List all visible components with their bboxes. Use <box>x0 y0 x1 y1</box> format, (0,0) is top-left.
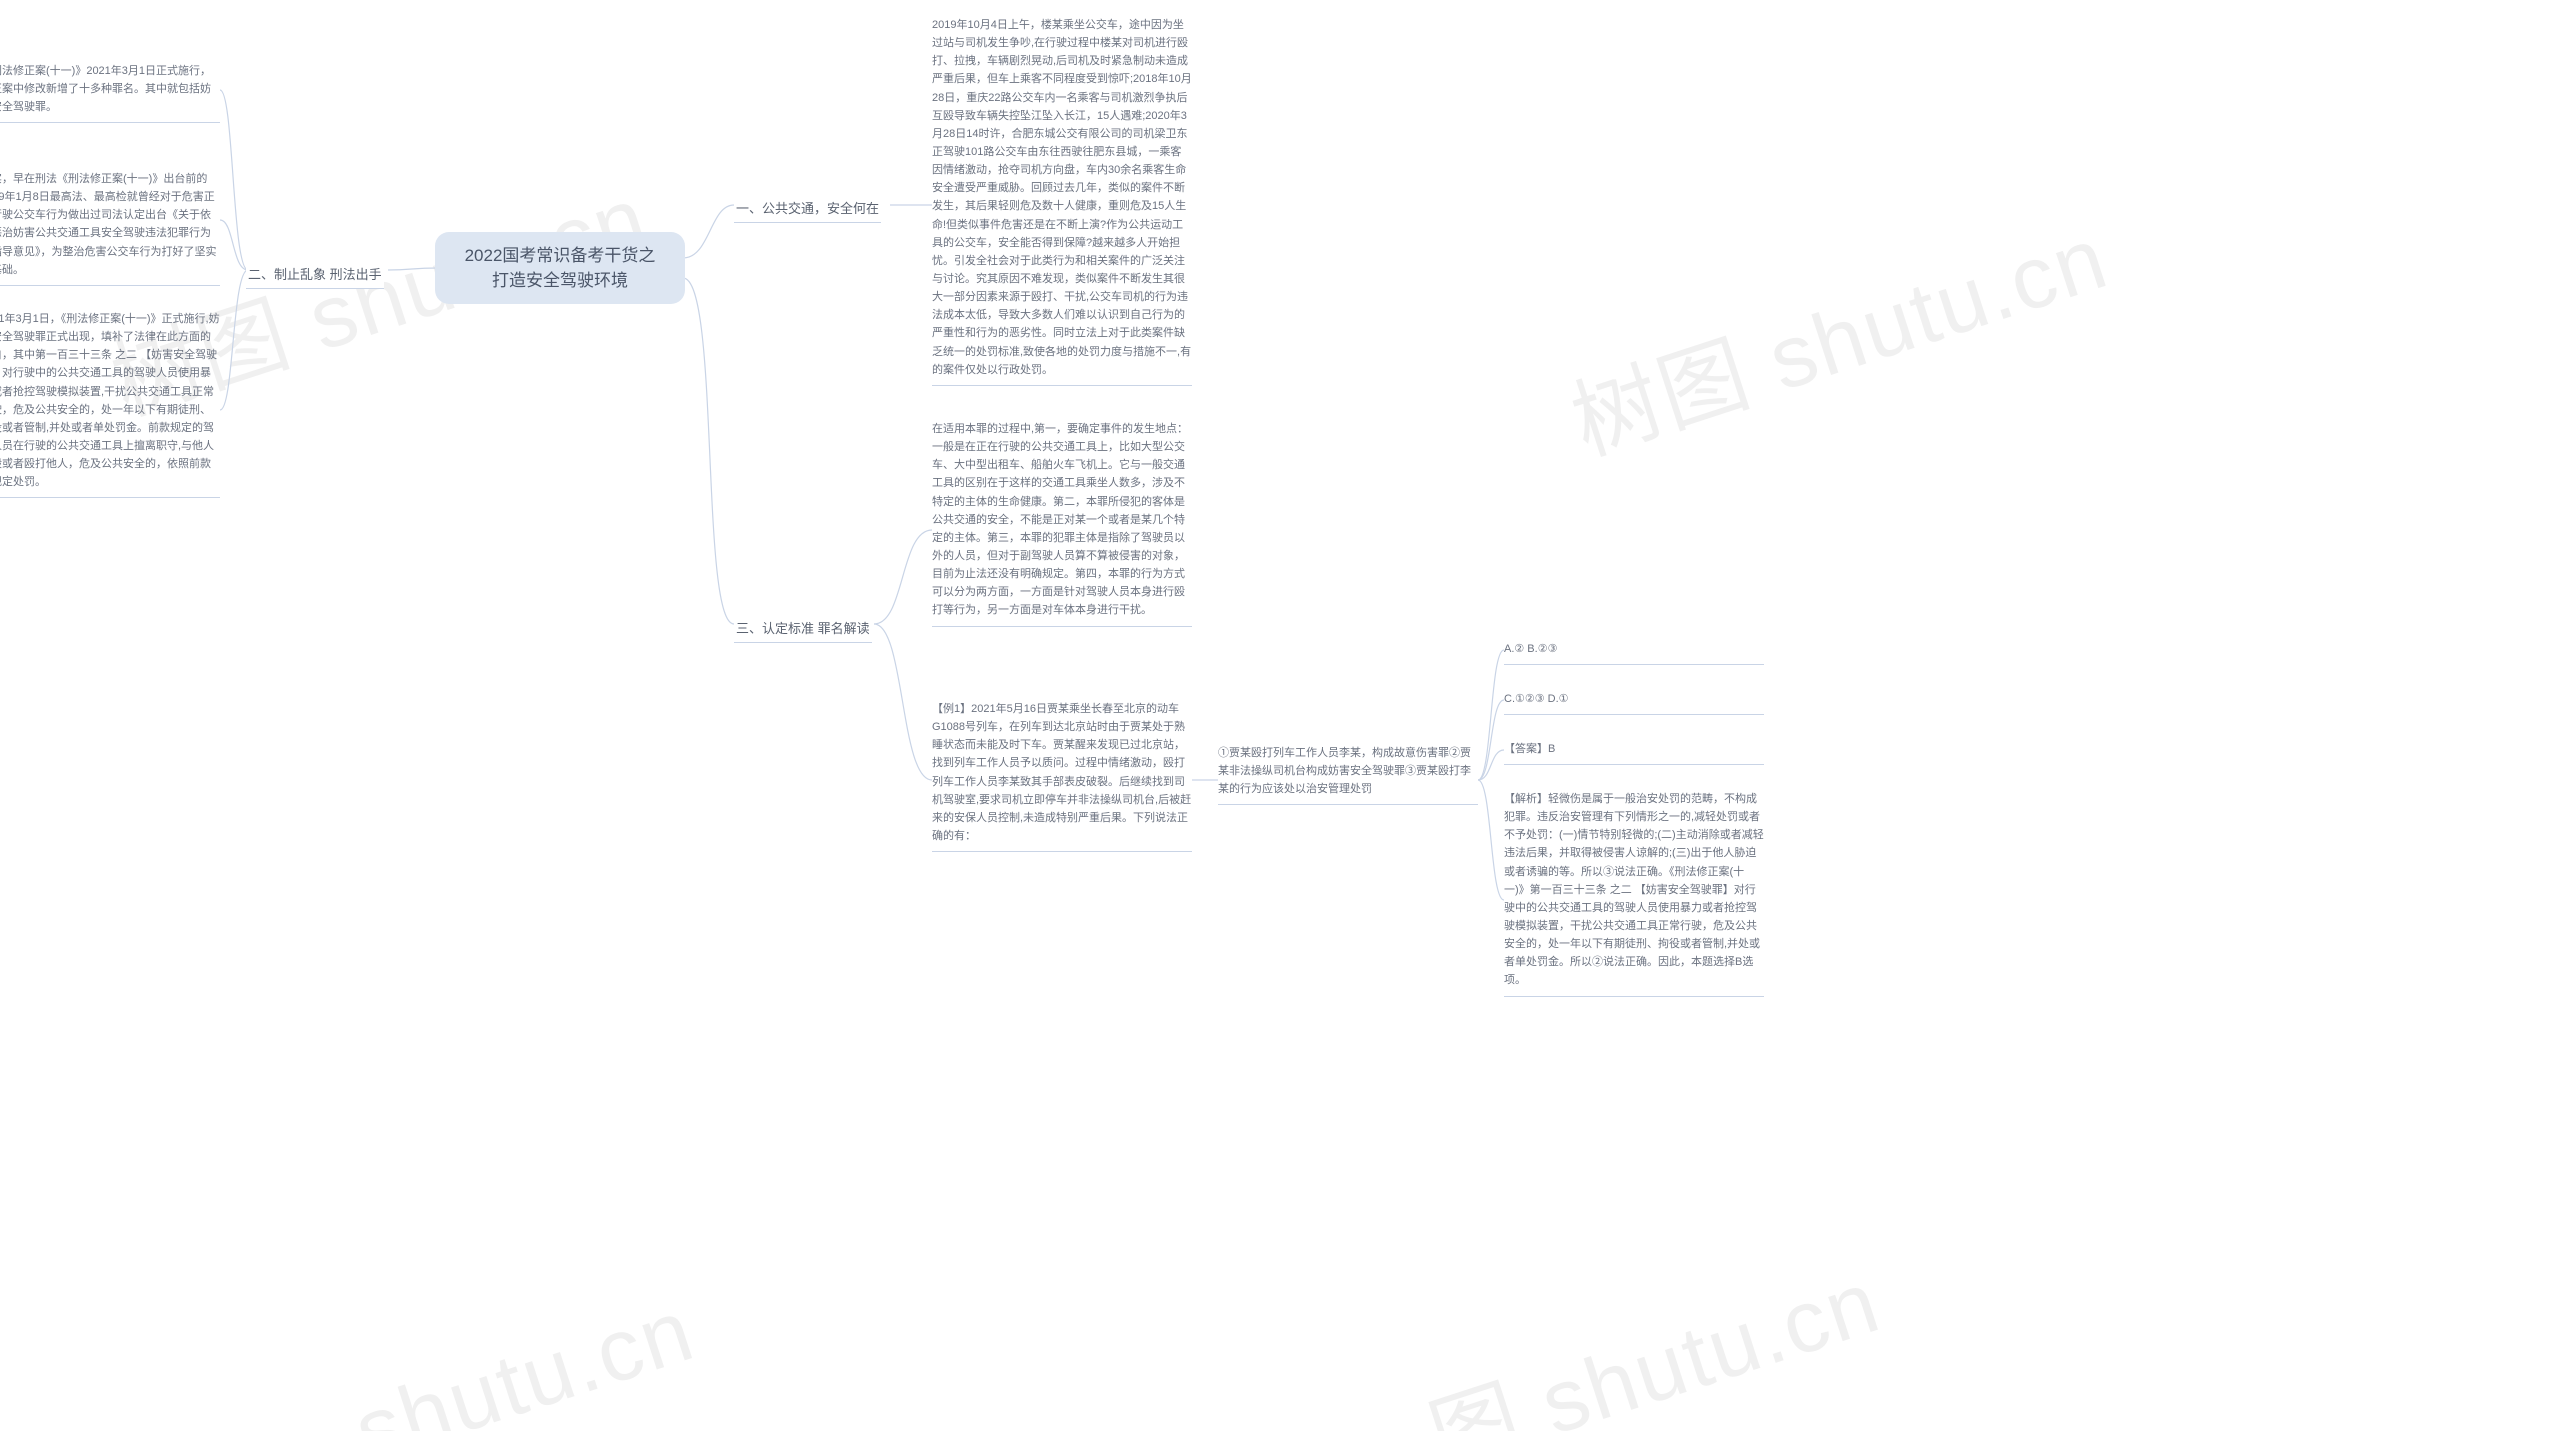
branch-right-1-para-1: 2019年10月4日上午，楼某乘坐公交车，途中因为坐过站与司机发生争吵,在行驶过… <box>932 16 1192 386</box>
center-title: 2022国考常识备考干货之 打造安全驾驶环境 <box>465 243 656 294</box>
branch-right-3-para-1: 在适用本罪的过程中,第一，要确定事件的发生地点：一般是在正在行驶的公共交通工具上… <box>932 420 1192 627</box>
answer: 【答案】B <box>1504 740 1764 765</box>
center-node: 2022国考常识备考干货之 打造安全驾驶环境 <box>435 232 685 304</box>
branch-left-2: 二、制止乱象 刑法出手 <box>246 260 384 289</box>
branch-left-2-para-1: 《刑法修正案(十一)》2021年3月1日正式施行，修正案中修改新增了十多种罪名。… <box>0 62 220 123</box>
branch-left-2-para-3: 2021年3月1日，《刑法修正案(十一)》正式施行,妨害安全驾驶罪正式出现，填补… <box>0 310 220 498</box>
watermark: shutu.cn <box>343 1279 706 1431</box>
option-a: A.② B.②③ <box>1504 640 1764 665</box>
branch-right-1: 一、公共交通，安全何在 <box>734 194 881 223</box>
branch-right-3: 三、认定标准 罪名解读 <box>734 614 872 643</box>
watermark: 图 shutu.cn <box>1412 1231 1894 1431</box>
watermark: 树图 shutu.cn <box>1554 187 2121 479</box>
mindmap-edges <box>0 0 2560 1431</box>
branch-left-2-para-2: 其实，早在刑法《刑法修正案(十一)》出台前的2019年1月8日最高法、最高检就曾… <box>0 170 220 286</box>
explanation: 【解析】轻微伤是属于一般治安处罚的范畴，不构成犯罪。违反治安管理有下列情形之一的… <box>1504 790 1764 997</box>
option-c: C.①②③ D.① <box>1504 690 1764 715</box>
branch-right-3-para-2-options: ①贾某殴打列车工作人员李某，构成故意伤害罪②贾某非法操纵司机台构成妨害安全驾驶罪… <box>1218 744 1478 805</box>
branch-right-3-para-2: 【例1】2021年5月16日贾某乘坐长春至北京的动车G1088号列车，在列车到达… <box>932 700 1192 852</box>
